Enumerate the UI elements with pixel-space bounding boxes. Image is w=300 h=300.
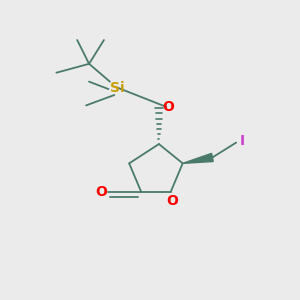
Text: Si: Si — [110, 81, 124, 94]
Text: O: O — [167, 194, 178, 208]
Text: O: O — [95, 184, 107, 199]
Text: I: I — [240, 134, 245, 148]
Text: O: O — [162, 100, 174, 114]
Polygon shape — [183, 153, 213, 164]
